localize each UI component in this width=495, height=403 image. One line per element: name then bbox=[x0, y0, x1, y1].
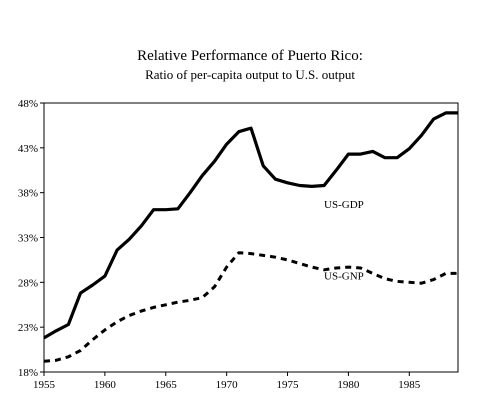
series-line-us-gnp bbox=[43, 251, 458, 363]
series-line-us-gdp bbox=[43, 111, 458, 340]
series-labels: US-GDP US-GNP bbox=[324, 199, 364, 283]
y-tick-label: 48% bbox=[18, 98, 38, 110]
series-group bbox=[43, 111, 458, 363]
plot-border bbox=[43, 102, 459, 373]
chart-subtitle: Ratio of per-capita output to U.S. outpu… bbox=[145, 67, 355, 82]
y-tick-label: 43% bbox=[18, 143, 38, 155]
x-tick-label: 1975 bbox=[277, 379, 300, 391]
x-axis: 1955 1960 1965 1970 1975 1980 1985 bbox=[33, 372, 421, 391]
y-tick-label: 18% bbox=[18, 367, 38, 379]
x-tick-label: 1985 bbox=[398, 379, 421, 391]
plot-frame bbox=[43, 102, 459, 373]
x-tick-label: 1955 bbox=[33, 379, 56, 391]
x-tick-label: 1960 bbox=[94, 379, 117, 391]
x-tick-label: 1970 bbox=[216, 379, 239, 391]
y-tick-label: 33% bbox=[18, 233, 38, 245]
chart-title: Relative Performance of Puerto Rico: bbox=[137, 48, 363, 64]
series-label-us-gnp: US-GNP bbox=[324, 271, 364, 283]
series-label-us-gdp: US-GDP bbox=[324, 199, 364, 211]
y-tick-label: 38% bbox=[18, 188, 38, 200]
y-axis: 18% 23% 28% 33% 38% 43% 48% bbox=[18, 98, 44, 379]
x-tick-label: 1980 bbox=[337, 379, 360, 391]
y-tick-label: 28% bbox=[18, 277, 38, 289]
y-tick-label: 23% bbox=[18, 322, 38, 334]
x-tick-label: 1965 bbox=[155, 379, 178, 391]
